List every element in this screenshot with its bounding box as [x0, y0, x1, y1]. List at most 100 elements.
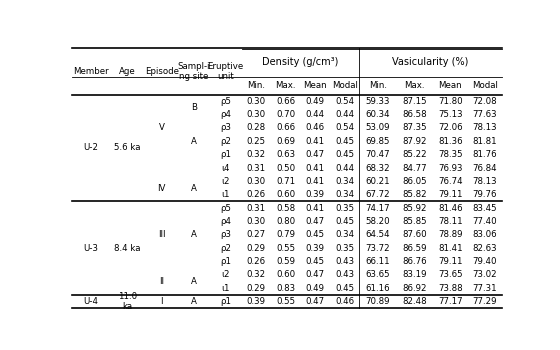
Text: U-4: U-4: [83, 297, 98, 306]
Text: 0.41: 0.41: [306, 163, 325, 173]
Text: ι1: ι1: [221, 190, 230, 199]
Text: IV: IV: [157, 183, 166, 192]
Text: 0.60: 0.60: [276, 190, 295, 199]
Text: 67.72: 67.72: [366, 190, 390, 199]
Text: 87.35: 87.35: [402, 124, 427, 132]
Text: 68.32: 68.32: [366, 163, 390, 173]
Text: 0.45: 0.45: [335, 150, 354, 159]
Text: V: V: [159, 124, 165, 132]
Text: 72.06: 72.06: [438, 124, 463, 132]
Text: 0.41: 0.41: [306, 137, 325, 146]
Text: 79.76: 79.76: [473, 190, 497, 199]
Text: ρ3: ρ3: [220, 230, 231, 239]
Text: 78.35: 78.35: [438, 150, 463, 159]
Text: 82.48: 82.48: [402, 297, 427, 306]
Text: 87.92: 87.92: [403, 137, 427, 146]
Text: 0.39: 0.39: [247, 297, 266, 306]
Text: 60.21: 60.21: [366, 177, 390, 186]
Text: 0.69: 0.69: [276, 137, 295, 146]
Text: U-2: U-2: [83, 144, 98, 153]
Text: 74.17: 74.17: [366, 204, 390, 212]
Text: A: A: [191, 230, 197, 239]
Text: 0.80: 0.80: [276, 217, 295, 226]
Text: 72.08: 72.08: [472, 97, 497, 106]
Text: ι1: ι1: [221, 284, 230, 293]
Text: 0.58: 0.58: [276, 204, 295, 212]
Text: 8.4 ka: 8.4 ka: [114, 244, 141, 253]
Text: Member: Member: [73, 67, 109, 76]
Text: 0.28: 0.28: [247, 124, 266, 132]
Text: 0.26: 0.26: [247, 190, 266, 199]
Text: 76.93: 76.93: [438, 163, 463, 173]
Text: 0.34: 0.34: [335, 190, 354, 199]
Text: 0.35: 0.35: [335, 244, 354, 253]
Text: 0.50: 0.50: [276, 163, 295, 173]
Text: 11.0
ka: 11.0 ka: [118, 292, 137, 311]
Text: 0.63: 0.63: [276, 150, 295, 159]
Text: III: III: [158, 230, 166, 239]
Text: 85.85: 85.85: [402, 217, 427, 226]
Text: ρ4: ρ4: [220, 110, 231, 119]
Text: 0.27: 0.27: [247, 230, 266, 239]
Text: 83.06: 83.06: [472, 230, 497, 239]
Text: 0.71: 0.71: [276, 177, 295, 186]
Text: 83.19: 83.19: [403, 270, 427, 279]
Text: 0.43: 0.43: [335, 270, 354, 279]
Text: A: A: [191, 183, 197, 192]
Text: 0.39: 0.39: [306, 190, 325, 199]
Text: 0.44: 0.44: [335, 110, 354, 119]
Text: 0.30: 0.30: [247, 217, 266, 226]
Text: 0.41: 0.41: [306, 177, 325, 186]
Text: 78.13: 78.13: [472, 124, 497, 132]
Text: 81.41: 81.41: [438, 244, 463, 253]
Text: 86.05: 86.05: [402, 177, 427, 186]
Text: 0.59: 0.59: [276, 257, 295, 266]
Text: 0.49: 0.49: [306, 97, 325, 106]
Text: 0.54: 0.54: [335, 124, 354, 132]
Text: 0.29: 0.29: [247, 284, 266, 293]
Text: 86.58: 86.58: [402, 110, 427, 119]
Text: ρ2: ρ2: [220, 137, 231, 146]
Text: 76.74: 76.74: [438, 177, 463, 186]
Text: 0.35: 0.35: [335, 204, 354, 212]
Text: 0.44: 0.44: [306, 110, 325, 119]
Text: 64.54: 64.54: [366, 230, 390, 239]
Text: 0.45: 0.45: [306, 257, 325, 266]
Text: 87.60: 87.60: [402, 230, 427, 239]
Text: 0.70: 0.70: [276, 110, 295, 119]
Text: 0.66: 0.66: [276, 97, 295, 106]
Text: 86.59: 86.59: [403, 244, 427, 253]
Text: ρ2: ρ2: [220, 244, 231, 253]
Text: 73.65: 73.65: [438, 270, 463, 279]
Text: 73.72: 73.72: [366, 244, 390, 253]
Text: 0.79: 0.79: [276, 230, 295, 239]
Text: 81.81: 81.81: [472, 137, 497, 146]
Text: 73.88: 73.88: [438, 284, 463, 293]
Text: 83.45: 83.45: [472, 204, 497, 212]
Text: ι2: ι2: [221, 270, 230, 279]
Text: 77.63: 77.63: [472, 110, 497, 119]
Text: ρ4: ρ4: [220, 217, 231, 226]
Text: 78.13: 78.13: [472, 177, 497, 186]
Text: 78.11: 78.11: [438, 217, 463, 226]
Text: Mean: Mean: [304, 81, 327, 90]
Text: 85.92: 85.92: [403, 204, 427, 212]
Text: 0.45: 0.45: [306, 230, 325, 239]
Text: 79.11: 79.11: [438, 190, 463, 199]
Text: 86.92: 86.92: [403, 284, 427, 293]
Text: Sampl-i
ng site: Sampl-i ng site: [178, 62, 210, 81]
Text: ρ5: ρ5: [220, 97, 231, 106]
Text: Min.: Min.: [369, 81, 387, 90]
Text: 63.65: 63.65: [366, 270, 390, 279]
Text: ρ3: ρ3: [220, 124, 231, 132]
Text: 0.25: 0.25: [247, 137, 266, 146]
Text: 76.84: 76.84: [472, 163, 497, 173]
Text: A: A: [191, 277, 197, 286]
Text: Age: Age: [119, 67, 136, 76]
Text: 85.22: 85.22: [402, 150, 427, 159]
Text: 81.36: 81.36: [438, 137, 463, 146]
Text: 0.47: 0.47: [306, 297, 325, 306]
Text: 79.11: 79.11: [438, 257, 463, 266]
Text: 0.55: 0.55: [276, 297, 295, 306]
Text: 0.30: 0.30: [247, 177, 266, 186]
